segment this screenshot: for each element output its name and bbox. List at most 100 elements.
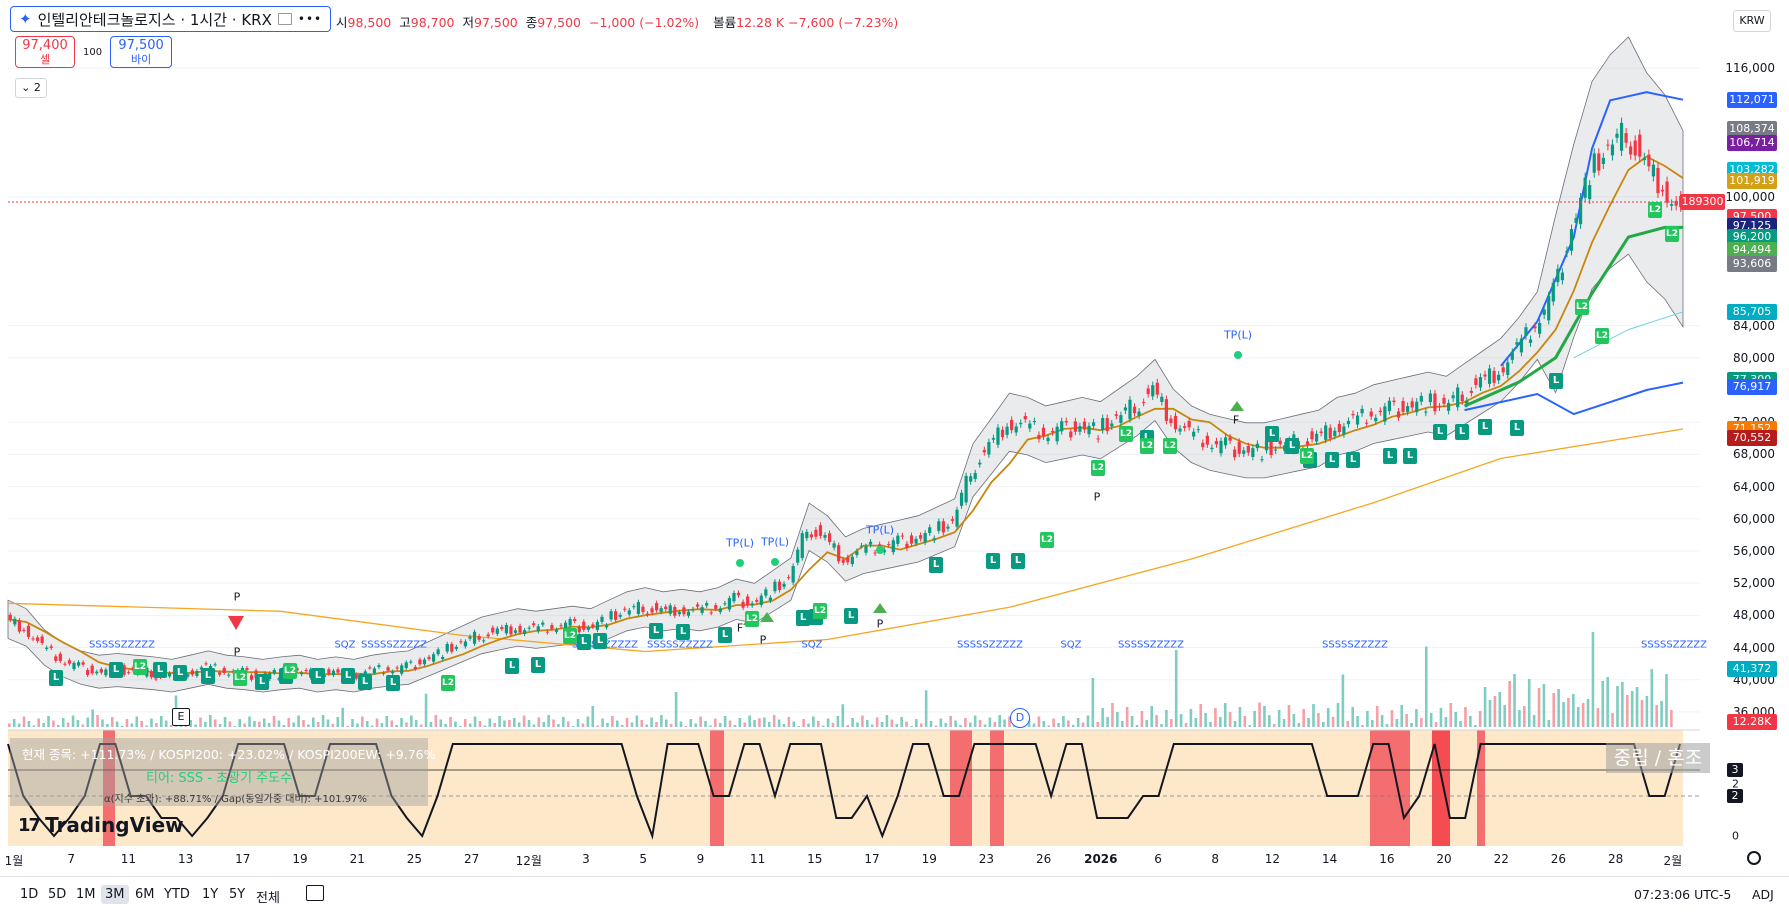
volume-bar — [988, 717, 992, 727]
candle-body — [736, 592, 741, 596]
volume-bar — [743, 722, 747, 727]
candle-body — [122, 665, 126, 675]
candle-body — [1233, 449, 1237, 458]
sell-button[interactable]: 97,400 셀 — [15, 36, 75, 68]
long-signal-marker: L — [1433, 424, 1447, 440]
dividend-badge[interactable]: D — [1010, 708, 1030, 728]
candle-body — [759, 595, 763, 606]
price-tag: 94,494 — [1727, 241, 1777, 258]
volume-bar — [1209, 722, 1212, 727]
high-value: 98,700 — [410, 15, 455, 30]
candle-body — [1028, 423, 1032, 429]
adj-button[interactable]: ADJ — [1752, 887, 1774, 902]
volume-bar — [1630, 691, 1634, 727]
more-options-icon[interactable]: ••• — [297, 12, 323, 26]
sell-signal-triangle — [228, 616, 244, 630]
candle-body — [76, 662, 81, 666]
volume-bar — [1434, 722, 1438, 727]
volume-bar — [115, 721, 119, 727]
long-signal-marker: L — [1011, 553, 1025, 569]
price-axis-label: 52,000 — [1733, 576, 1775, 591]
candle-body — [1255, 443, 1260, 449]
volume-bar — [591, 706, 595, 727]
candle-body — [568, 619, 572, 626]
volume-bar — [1106, 717, 1109, 727]
volume-bar — [1263, 706, 1266, 727]
ohlc-legend: 시98,500 고98,700 저97,500 종97,500 −1,000 (… — [336, 12, 898, 31]
range-ytd-button[interactable]: YTD — [164, 887, 190, 902]
clock[interactable]: 07:23:06 UTC-5 — [1634, 887, 1732, 902]
range-1y-button[interactable]: 1Y — [202, 887, 219, 902]
alpha-gap-summary: α(지수 초과): +88.71% / Gap(동일가중 대비): +101.9… — [104, 794, 367, 805]
volume-bar — [1062, 716, 1065, 727]
range-1m-button[interactable]: 1M — [76, 887, 96, 902]
volume-bar — [326, 719, 330, 727]
candle-body — [1269, 440, 1273, 455]
flag-icon[interactable] — [277, 13, 292, 25]
candle-body — [222, 667, 226, 674]
currency-button[interactable]: KRW — [1733, 10, 1771, 32]
earnings-badge[interactable]: E — [172, 708, 190, 726]
candle-body — [887, 544, 891, 546]
volume-bar — [1111, 703, 1114, 727]
sqz-marker: SQZ — [801, 639, 823, 651]
volume-bar — [895, 724, 899, 727]
time-axis-label: 2026 — [1084, 852, 1118, 866]
range-5y-button[interactable]: 5Y — [229, 887, 246, 902]
volume-bar — [238, 719, 242, 727]
candle-body — [563, 622, 568, 633]
time-axis-label: 25 — [406, 852, 423, 866]
range-all-button[interactable]: 전체 — [256, 891, 280, 906]
tradingview-logo[interactable]: 17 TradingView — [18, 813, 184, 837]
volume-bar — [547, 715, 550, 727]
candle-body — [1041, 427, 1046, 437]
buy-button[interactable]: 97,500 바이 — [110, 36, 173, 68]
price-tag: 41,372 — [1727, 660, 1777, 677]
volume-bar — [998, 715, 1001, 727]
candle-body — [422, 659, 427, 665]
candle-body — [377, 665, 381, 668]
candle-body — [213, 664, 217, 666]
candle-body — [1406, 406, 1410, 412]
candle-body — [363, 671, 367, 674]
candle-body — [591, 624, 595, 627]
compare-icon[interactable] — [306, 885, 324, 901]
volume-bar — [449, 717, 452, 727]
volume-bar — [723, 716, 727, 727]
candle-body — [1592, 153, 1596, 173]
candle-body — [86, 669, 90, 675]
candle-body — [1283, 445, 1287, 451]
candle-body — [450, 643, 454, 652]
volume-bar — [189, 720, 193, 727]
symbol-selector[interactable]: ✦ 인텔리안테크놀로지스 · 1시간 · KRX ••• — [10, 6, 332, 32]
tp-marker: TP(L) — [760, 535, 790, 549]
volume-bar — [861, 715, 864, 727]
volume-bar — [748, 715, 751, 727]
volume-bar — [32, 725, 36, 727]
volume-bar — [660, 715, 663, 727]
volume-bar — [1655, 705, 1658, 727]
volume-bar — [248, 716, 251, 727]
range-3m-button[interactable]: 3M — [101, 885, 129, 904]
price-axis-label: 116,000 — [1725, 61, 1775, 76]
range-1d-button[interactable]: 1D — [20, 887, 39, 902]
volume-bar — [552, 719, 555, 727]
volume-bar — [1518, 710, 1521, 727]
volume-bar — [1591, 632, 1595, 727]
candle-body — [35, 637, 40, 641]
price-axis-label: 84,000 — [1733, 318, 1775, 333]
candle-body — [714, 605, 718, 609]
range-6m-button[interactable]: 6M — [135, 887, 155, 902]
indicators-collapse-button[interactable]: ⌄ 2 — [15, 78, 47, 98]
candle-body — [477, 636, 481, 640]
candle-body — [99, 669, 103, 673]
gear-icon[interactable] — [1747, 851, 1761, 865]
candle-body — [218, 672, 222, 675]
candle-body — [1442, 397, 1446, 404]
candle-body — [1214, 441, 1219, 445]
range-5d-button[interactable]: 5D — [48, 887, 67, 902]
volume-bar — [311, 717, 315, 727]
candle-body — [1578, 197, 1583, 225]
